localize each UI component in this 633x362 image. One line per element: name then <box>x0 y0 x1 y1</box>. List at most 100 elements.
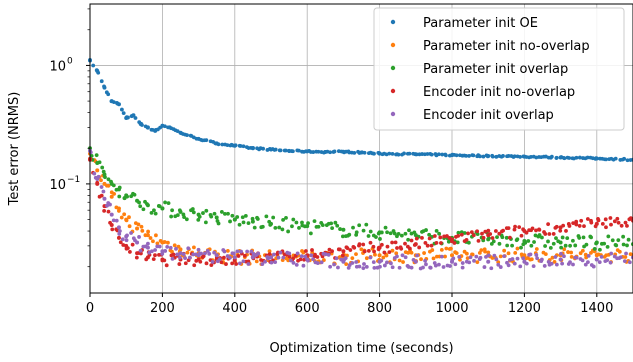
series-dot <box>387 151 392 156</box>
data-point <box>135 226 140 231</box>
legend-label: Parameter init OE <box>423 16 538 31</box>
series-dot <box>554 224 559 229</box>
series-dot <box>554 262 559 267</box>
series-dot <box>622 156 627 161</box>
series-dot <box>374 235 378 239</box>
series-dot <box>204 261 209 266</box>
series-dot <box>350 261 355 265</box>
x-tick-label: 1200 <box>508 301 541 316</box>
series-dot <box>252 225 257 230</box>
legend-label: Encoder init no-overlap <box>423 85 575 100</box>
series-dot <box>276 255 281 260</box>
series-dot <box>191 252 196 257</box>
series-dot <box>255 217 260 221</box>
series-dot <box>117 194 122 199</box>
series-1 <box>88 58 633 163</box>
series-dot <box>427 232 432 237</box>
series-dot <box>528 252 533 257</box>
series-dot <box>299 254 304 259</box>
series-dot <box>409 250 414 255</box>
series-dot <box>347 263 352 267</box>
series-dot <box>130 242 135 247</box>
series-dot <box>264 214 269 219</box>
series-dot <box>537 233 542 237</box>
series-dot <box>238 144 243 148</box>
series-dot <box>315 255 320 259</box>
series-dot <box>339 257 344 262</box>
series-dot <box>494 154 499 159</box>
series-dot <box>124 238 129 243</box>
series-dot <box>246 259 251 264</box>
series-dot <box>359 247 364 252</box>
series-dot <box>543 244 547 248</box>
series-dot <box>332 149 337 154</box>
series-dot <box>91 63 96 68</box>
series-dot <box>383 225 388 230</box>
data-point <box>341 227 346 232</box>
data-point <box>232 255 237 260</box>
series-dot <box>464 154 469 158</box>
series-dot <box>596 218 601 223</box>
series-dot <box>521 256 526 261</box>
series-dot <box>366 248 371 253</box>
series-dot <box>519 245 523 250</box>
series-dot <box>184 217 189 222</box>
series-dot <box>549 154 554 159</box>
series-dot <box>459 232 464 237</box>
series-dot <box>245 249 250 254</box>
series-dot <box>192 263 197 268</box>
series-dot <box>141 207 146 212</box>
legend-label: Parameter init overlap <box>423 62 568 77</box>
series-dot <box>524 230 529 235</box>
series-dot <box>219 210 224 214</box>
series-dot <box>570 238 575 243</box>
series-dot <box>592 246 597 251</box>
series-dot <box>439 247 444 252</box>
series-dot <box>399 246 404 251</box>
series-dot <box>442 234 447 239</box>
series-dot <box>290 224 294 229</box>
data-point <box>214 215 219 220</box>
series-dot <box>190 207 195 211</box>
series-dot <box>152 208 156 213</box>
series-dot <box>114 218 119 223</box>
series-dot <box>506 154 511 158</box>
series-dot <box>311 257 315 262</box>
series-dot <box>490 154 495 159</box>
data-point <box>116 235 121 240</box>
series-dot <box>431 256 436 261</box>
series-dot <box>138 248 143 253</box>
series-dot <box>166 125 170 130</box>
series-dot <box>203 251 207 256</box>
series-dot <box>397 258 402 263</box>
series-dot <box>121 243 126 247</box>
series-dot <box>515 246 520 251</box>
series-dot <box>513 224 517 229</box>
series-dot <box>295 251 300 256</box>
series-dot <box>577 236 582 240</box>
series-dot <box>315 261 320 266</box>
series-dot <box>472 258 476 263</box>
series-dot <box>562 156 567 161</box>
series-dot <box>574 222 579 227</box>
series-dot <box>381 255 386 260</box>
series-dot <box>582 224 586 229</box>
series-dot <box>115 101 120 106</box>
series-dot <box>312 219 317 224</box>
series-dot <box>376 245 381 250</box>
series-dot <box>352 245 357 250</box>
series-dot <box>172 243 177 248</box>
series-dot <box>304 249 308 253</box>
series-dot <box>605 244 610 249</box>
series-dot <box>621 234 626 239</box>
series-dot <box>92 171 97 176</box>
series-dot <box>585 217 590 221</box>
series-dot <box>454 251 459 256</box>
series-dot <box>219 260 224 265</box>
series-dot <box>421 265 425 270</box>
series-dot <box>567 156 572 160</box>
series-dot <box>109 179 113 184</box>
series-dot <box>177 262 182 266</box>
